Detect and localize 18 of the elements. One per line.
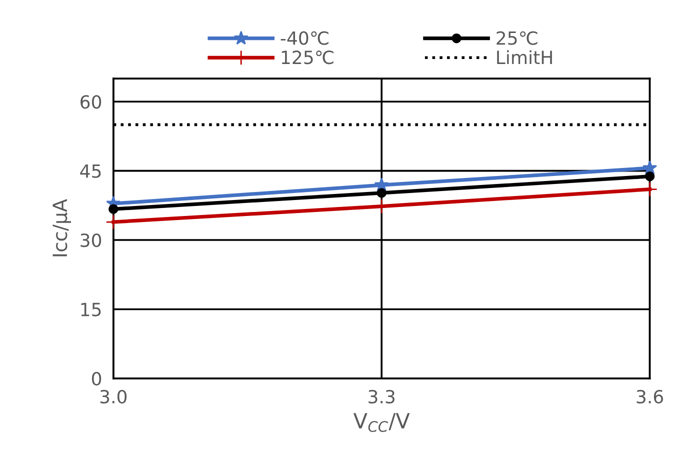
x-tick-label: 3.6 bbox=[636, 390, 664, 404]
y-tick-label: 60 bbox=[80, 95, 102, 109]
x-axis-title: V$_{CC}$/V bbox=[353, 413, 410, 432]
point bbox=[108, 204, 118, 214]
y-axis-title: Icc/μA bbox=[52, 198, 71, 256]
x-tick-label: 3.0 bbox=[100, 390, 127, 404]
point bbox=[642, 160, 658, 174]
x-tick-label: 3.3 bbox=[368, 390, 395, 404]
legend-label: 125℃ bbox=[282, 50, 334, 64]
legend-label: -40℃ bbox=[280, 31, 328, 45]
point bbox=[644, 171, 655, 182]
y-tick-label: 45 bbox=[80, 164, 101, 178]
y-tick-label: 30 bbox=[80, 233, 102, 248]
legend-label: LimitH bbox=[497, 50, 552, 64]
point bbox=[376, 188, 386, 198]
legend-label: 25℃ bbox=[496, 31, 538, 45]
y-tick-label: 0 bbox=[92, 372, 102, 386]
y-tick-label: 15 bbox=[81, 302, 101, 316]
